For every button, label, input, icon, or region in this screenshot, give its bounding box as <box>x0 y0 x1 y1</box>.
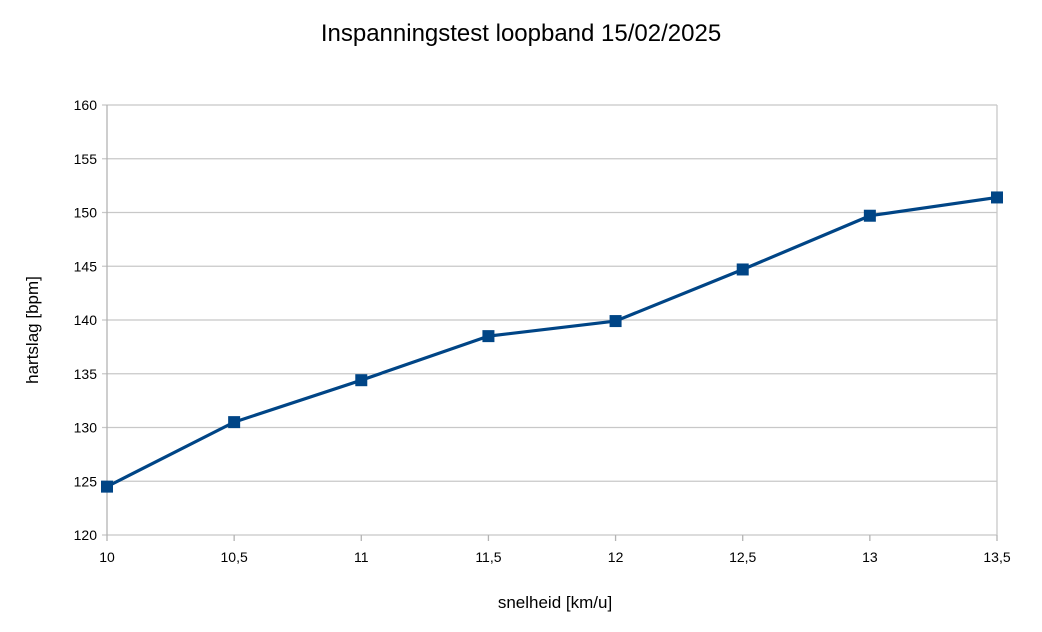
data-point-marker <box>482 330 495 343</box>
x-axis-label: snelheid [km/u] <box>498 593 612 612</box>
y-axis-label: hartslag [bpm] <box>23 276 42 384</box>
y-tick-label: 130 <box>74 420 98 436</box>
x-tick-label: 12 <box>608 549 624 565</box>
y-tick-label: 145 <box>74 258 98 274</box>
tick-labels: 120 125 130 135 140 145 150 155 160 10 10,5 11 11,5 1… <box>74 97 1011 565</box>
y-tick-label: 150 <box>74 205 98 221</box>
x-tick-label: 11,5 <box>475 549 501 565</box>
data-point-marker <box>355 374 368 387</box>
chart-title: Inspanningstest loopband 15/02/2025 <box>321 20 721 47</box>
grid <box>102 104 997 536</box>
data-point-marker <box>609 315 622 328</box>
y-tick-label: 155 <box>74 151 98 167</box>
x-tick-label: 12,5 <box>729 549 756 565</box>
x-tick-label: 13,5 <box>983 549 1010 565</box>
x-tick-label: 10,5 <box>221 549 248 565</box>
x-tick-label: 10 <box>99 549 115 565</box>
y-tick-label: 160 <box>74 97 98 113</box>
series <box>101 191 1003 493</box>
x-tick-label: 13 <box>862 549 878 565</box>
y-tick-label: 140 <box>74 312 98 328</box>
x-tick-label: 11 <box>354 549 369 565</box>
data-point-marker <box>991 191 1003 204</box>
series-line <box>106 195 998 489</box>
y-tick-label: 120 <box>74 527 98 543</box>
data-point-marker <box>736 263 749 276</box>
y-tick-label: 135 <box>74 366 98 382</box>
axes <box>106 105 998 541</box>
y-tick-label: 125 <box>74 473 98 489</box>
data-point-marker <box>228 416 241 429</box>
data-point-marker <box>101 480 113 493</box>
data-point-marker <box>863 209 876 222</box>
